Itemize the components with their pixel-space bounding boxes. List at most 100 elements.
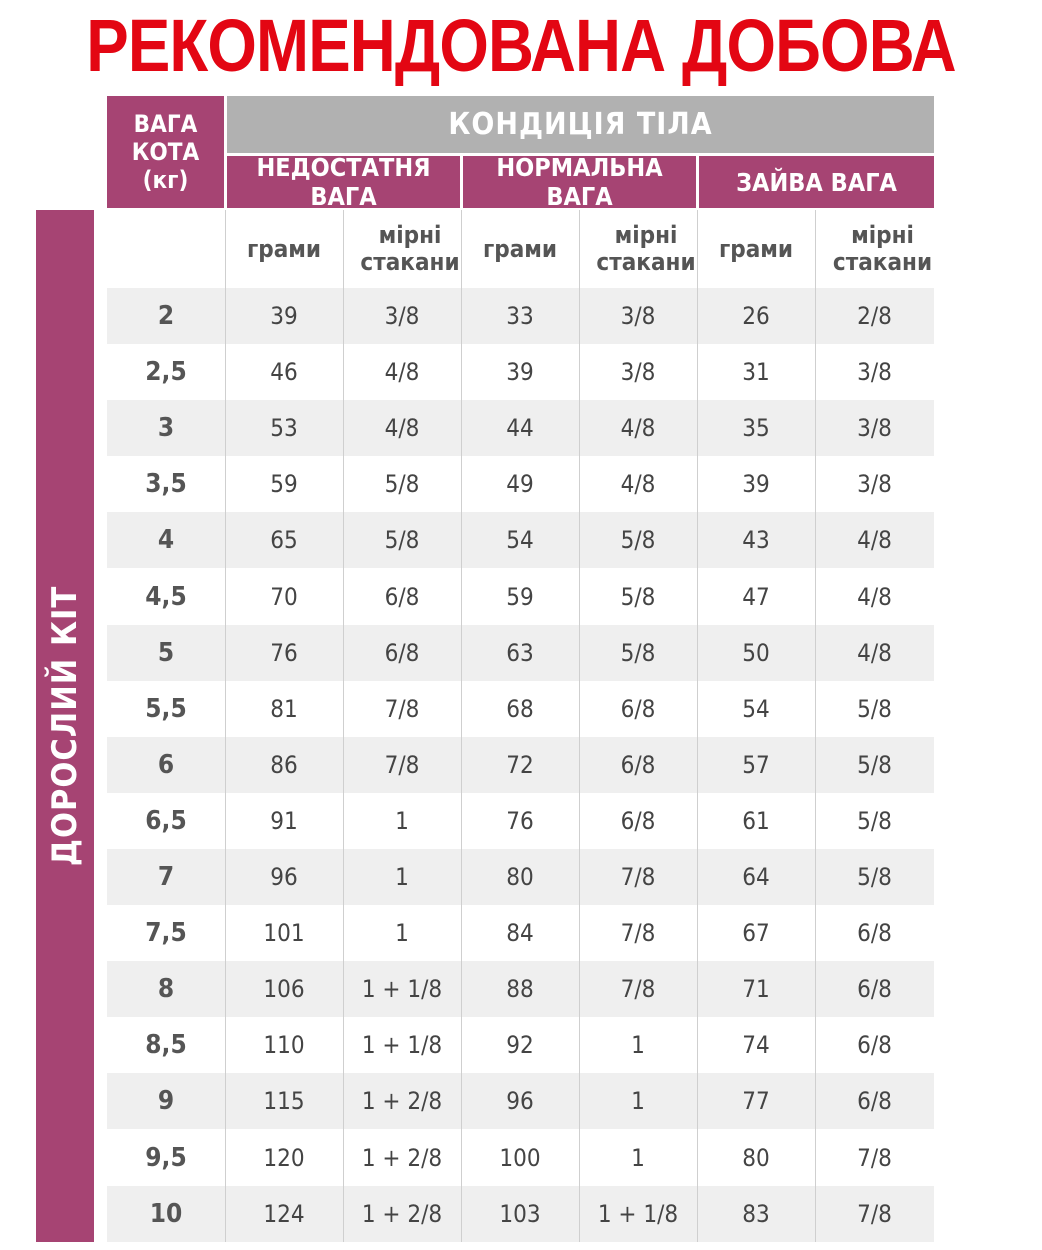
value-cell: 5/8 [857,694,892,723]
subheader-cups: мірні стакани [596,221,696,276]
value-cell: 115 [263,1087,305,1116]
value-cell: 7/8 [857,1143,892,1172]
table-row: 4,5 70 6/8 59 5/8 47 4/8 [107,569,934,625]
value-cell: 67 [742,919,770,948]
table-row: 5,5 81 7/8 68 6/8 54 5/8 [107,681,934,737]
value-cell: 100 [499,1143,541,1172]
weight-cell: 10 [149,1198,183,1229]
weight-cell: 9,5 [145,1142,187,1173]
value-cell: 92 [506,1031,534,1060]
table-row: 5 76 6/8 63 5/8 50 4/8 [107,624,934,681]
value-cell: 83 [742,1199,770,1228]
value-cell: 1 + 1/8 [361,975,443,1004]
value-cell: 2/8 [857,302,892,330]
value-cell: 70 [270,582,298,611]
column-divider [697,210,698,1242]
column-divider [461,210,462,1242]
weight-cell: 5 [157,637,175,668]
value-cell: 84 [506,919,534,948]
value-cell: 7/8 [620,863,656,891]
value-cell: 1 [631,1143,645,1172]
side-label-text: ДОРОСЛИЙ КІТ [45,585,85,867]
value-cell: 124 [263,1199,305,1228]
table-row: 2 39 3/8 33 3/8 26 2/8 [107,288,934,344]
table-row: 7 96 1 80 7/8 64 5/8 [107,849,934,905]
value-cell: 1 [395,863,409,891]
column-divider [579,210,580,1242]
value-cell: 5/8 [620,526,656,555]
value-cell: 1 [395,806,409,835]
value-cell: 6/8 [384,582,420,611]
value-cell: 3/8 [857,358,892,387]
value-cell: 6/8 [857,1087,892,1116]
value-cell: 44 [506,414,534,443]
table-row: 9 115 1 + 2/8 96 1 77 6/8 [107,1073,934,1130]
value-cell: 7/8 [620,919,656,948]
column-divider [343,210,344,1242]
value-cell: 1 [395,919,409,948]
value-cell: 7/8 [384,694,420,723]
value-cell: 5/8 [620,582,656,611]
weight-cell: 4 [157,525,175,556]
table-row: 9,5 120 1 + 2/8 100 1 80 7/8 [107,1130,934,1186]
value-cell: 68 [506,694,534,723]
value-cell: 96 [506,1087,534,1116]
value-cell: 54 [742,694,770,723]
value-cell: 46 [270,358,298,387]
weight-cell: 9 [157,1086,175,1117]
value-cell: 6/8 [857,1031,892,1060]
subheader-grams: грами [718,234,794,263]
value-cell: 59 [270,470,298,499]
value-cell: 110 [263,1031,305,1060]
column-divider [225,210,226,1242]
subheader-grams: грами [482,234,558,263]
table-row: 6 86 7/8 72 6/8 57 5/8 [107,736,934,793]
weight-header: ВАГА КОТА (кг) [107,96,224,208]
value-cell: 81 [270,694,298,723]
value-cell: 77 [742,1087,770,1116]
value-cell: 3/8 [620,302,656,330]
value-cell: 54 [506,526,534,555]
value-cell: 7/8 [620,975,656,1004]
value-cell: 47 [742,582,770,611]
value-cell: 4/8 [620,470,656,499]
value-cell: 1 + 1/8 [597,1199,679,1228]
value-cell: 6/8 [620,694,656,723]
weight-cell: 5,5 [145,693,187,724]
value-cell: 4/8 [857,582,892,611]
value-cell: 3/8 [384,302,420,330]
value-cell: 72 [506,750,534,779]
value-cell: 4/8 [384,414,420,443]
value-cell: 3/8 [620,358,656,387]
value-cell: 4/8 [384,358,420,387]
value-cell: 4/8 [857,638,892,667]
group-header-overweight: ЗАЙВА ВАГА [699,156,934,208]
subheader-cups: мірні стакани [832,221,933,276]
value-cell: 88 [506,975,534,1004]
value-cell: 39 [742,470,770,499]
value-cell: 103 [499,1199,541,1228]
value-cell: 43 [742,526,770,555]
weight-cell: 2 [157,301,175,331]
value-cell: 6/8 [384,638,420,667]
value-cell: 80 [742,1143,770,1172]
value-cell: 86 [270,750,298,779]
subheader-grams: грами [246,234,322,263]
value-cell: 6/8 [857,975,892,1004]
weight-cell: 8,5 [145,1030,187,1061]
value-cell: 33 [506,302,534,330]
value-cell: 76 [270,638,298,667]
value-cell: 3/8 [857,414,892,443]
table-row: 3,5 59 5/8 49 4/8 39 3/8 [107,456,934,512]
body-condition-header: КОНДИЦІЯ ТІЛА [227,96,934,153]
weight-cell: 8 [157,974,175,1005]
side-label: ДОРОСЛИЙ КІТ [36,210,94,1242]
value-cell: 91 [270,806,298,835]
value-cell: 1 + 2/8 [361,1087,443,1116]
value-cell: 6/8 [857,919,892,948]
weight-cell: 6 [157,749,175,780]
weight-cell: 6,5 [145,805,187,836]
value-cell: 61 [742,806,770,835]
value-cell: 7/8 [384,750,420,779]
value-cell: 96 [270,863,298,891]
